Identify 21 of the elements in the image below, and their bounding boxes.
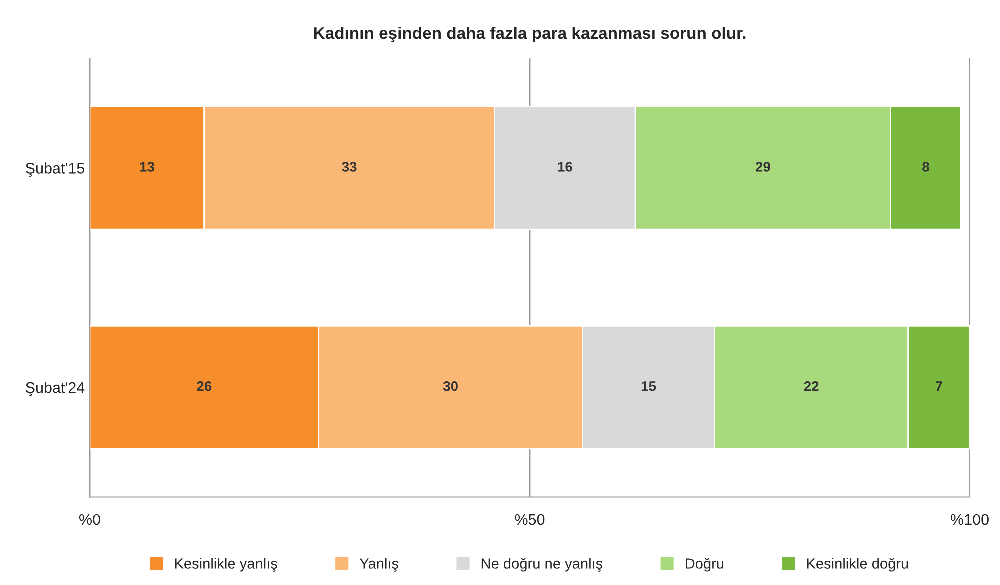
chart-title: Kadının eşinden daha fazla para kazanması sorun olur. <box>314 26 746 43</box>
data-label: 30 <box>443 381 458 392</box>
y-tick-label: Şubat'24 <box>26 382 85 396</box>
x-tick-label: %50 <box>515 514 545 526</box>
data-label: 15 <box>642 382 656 392</box>
data-label: 29 <box>756 162 770 172</box>
data-label: 7 <box>936 382 942 392</box>
legend-label: Kesinlikle doğru <box>807 558 908 572</box>
data-label: 22 <box>804 381 819 392</box>
data-label: 16 <box>558 162 572 172</box>
legend-label: Ne doğru ne yanlış <box>482 558 603 572</box>
data-label: 26 <box>197 381 212 392</box>
data-label: 13 <box>140 162 154 172</box>
x-tick-label: %0 <box>80 514 100 526</box>
y-tick-label: Şubat'15 <box>26 162 84 177</box>
legend-label: Yanlış <box>360 558 399 572</box>
data-label: 8 <box>922 162 930 172</box>
legend-label: Kesinlikle yanlış <box>175 558 278 572</box>
data-label: 33 <box>342 162 357 172</box>
legend-label: Doğru <box>686 558 724 572</box>
x-tick-label: %100 <box>951 514 989 526</box>
